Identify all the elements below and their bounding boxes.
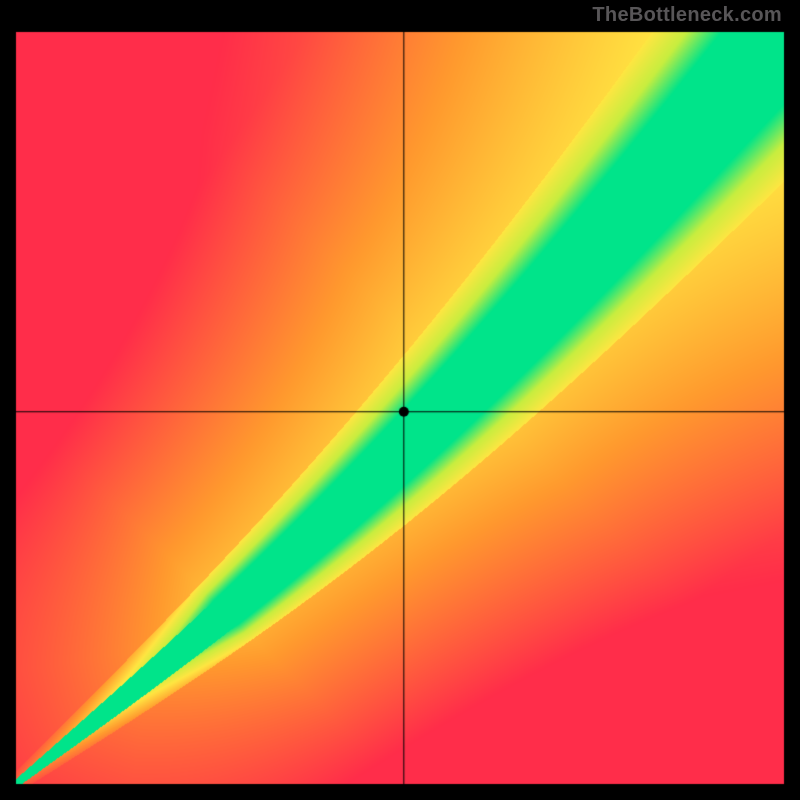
chart-container: TheBottleneck.com [0,0,800,800]
watermark-text: TheBottleneck.com [592,4,782,27]
bottleneck-heatmap [0,0,800,800]
